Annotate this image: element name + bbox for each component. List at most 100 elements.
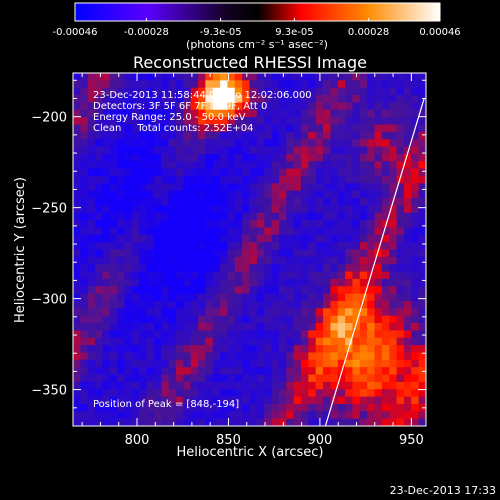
heatmap-cell	[146, 183, 155, 192]
heatmap-cell	[315, 175, 324, 184]
heatmap-cell	[396, 323, 405, 331]
heatmap-cell	[278, 234, 287, 243]
heatmap-cell	[271, 168, 280, 177]
colorbar	[74, 2, 441, 22]
heatmap-cell	[198, 286, 206, 295]
heatmap-image	[73, 73, 426, 426]
heatmap-cell	[418, 117, 426, 126]
heatmap-cell	[73, 146, 81, 155]
heatmap-cell	[227, 352, 236, 361]
heatmap-cell	[264, 190, 273, 199]
heatmap-cell	[308, 293, 317, 302]
heatmap-cell	[102, 102, 111, 111]
heatmap-cell	[161, 271, 170, 280]
heatmap-cell	[359, 131, 368, 140]
heatmap-cell	[87, 286, 96, 295]
heatmap-cell	[315, 153, 324, 162]
heatmap-cell	[381, 242, 390, 251]
heatmap-cell	[183, 411, 192, 420]
heatmap-cell	[227, 403, 236, 412]
heatmap-cell	[124, 315, 133, 324]
heatmap-cell	[190, 73, 199, 81]
heatmap-cell	[242, 381, 251, 390]
heatmap-cell	[139, 168, 148, 177]
heatmap-cell	[271, 315, 280, 324]
heatmap-cell	[153, 278, 162, 287]
heatmap-cell	[139, 345, 148, 354]
heatmap-cell	[131, 396, 140, 405]
heatmap-cell	[330, 131, 339, 140]
heatmap-cell	[220, 161, 229, 170]
heatmap-cell	[131, 374, 140, 383]
heatmap-cell	[264, 87, 273, 96]
heatmap-cell	[367, 109, 376, 118]
heatmap-cell	[95, 161, 104, 170]
heatmap-cell	[117, 168, 126, 177]
heatmap-cell	[73, 220, 81, 229]
heatmap-cell	[293, 411, 302, 420]
heatmap-cell	[87, 242, 96, 251]
heatmap-cell	[205, 359, 214, 368]
heatmap-cell	[271, 359, 280, 368]
heatmap-cell	[234, 374, 243, 383]
heatmap-cell	[278, 212, 287, 221]
heatmap-cell	[337, 102, 346, 111]
heatmap-cell	[73, 249, 81, 258]
heatmap-cell	[220, 87, 229, 96]
heatmap-cell	[198, 293, 206, 302]
heatmap-cell	[139, 271, 148, 280]
heatmap-cell	[308, 345, 317, 354]
heatmap-cell	[300, 190, 309, 199]
heatmap-cell	[352, 124, 361, 133]
heatmap-cell	[242, 323, 251, 331]
heatmap-cell	[396, 389, 405, 398]
heatmap-cell	[418, 227, 426, 236]
heatmap-cell	[323, 323, 331, 331]
heatmap-cell	[374, 198, 383, 206]
heatmap-cell	[212, 139, 221, 148]
heatmap-cell	[264, 146, 273, 155]
heatmap-cell	[396, 330, 405, 339]
heatmap-cell	[87, 234, 96, 243]
heatmap-cell	[131, 308, 140, 317]
heatmap-cell	[308, 190, 317, 199]
heatmap-cell	[131, 80, 140, 89]
heatmap-cell	[212, 300, 221, 309]
heatmap-cell	[109, 190, 118, 199]
heatmap-cell	[109, 205, 118, 214]
heatmap-cell	[403, 220, 412, 229]
heatmap-cell	[242, 124, 251, 133]
heatmap-cell	[374, 249, 383, 258]
heatmap-cell	[124, 124, 133, 133]
heatmap-cell	[367, 359, 376, 368]
heatmap-cell	[220, 418, 229, 426]
heatmap-cell	[190, 264, 199, 273]
heatmap-cell	[315, 220, 324, 229]
heatmap-cell	[308, 242, 317, 251]
heatmap-cell	[389, 168, 398, 177]
heatmap-cell	[212, 73, 221, 81]
heatmap-cell	[80, 396, 89, 405]
heatmap-cell	[95, 131, 104, 140]
heatmap-cell	[418, 161, 426, 170]
heatmap-cell	[278, 183, 287, 192]
heatmap-cell	[168, 117, 177, 126]
heatmap-cell	[323, 278, 331, 287]
heatmap-cell	[205, 227, 214, 236]
heatmap-cell	[278, 323, 287, 331]
heatmap-cell	[396, 183, 405, 192]
heatmap-cell	[109, 95, 118, 104]
heatmap-cell	[124, 109, 133, 118]
heatmap-cell	[139, 227, 148, 236]
heatmap-cell	[190, 278, 199, 287]
heatmap-cell	[161, 264, 170, 273]
heatmap-cell	[403, 212, 412, 221]
x-axis-label: Heliocentric X (arcsec)	[177, 445, 324, 460]
heatmap-cell	[102, 212, 111, 221]
heatmap-cell	[168, 153, 177, 162]
heatmap-cell	[73, 381, 81, 390]
heatmap-cell	[330, 367, 339, 376]
heatmap-cell	[80, 175, 89, 184]
heatmap-cell	[198, 168, 206, 177]
heatmap-cell	[323, 95, 331, 104]
